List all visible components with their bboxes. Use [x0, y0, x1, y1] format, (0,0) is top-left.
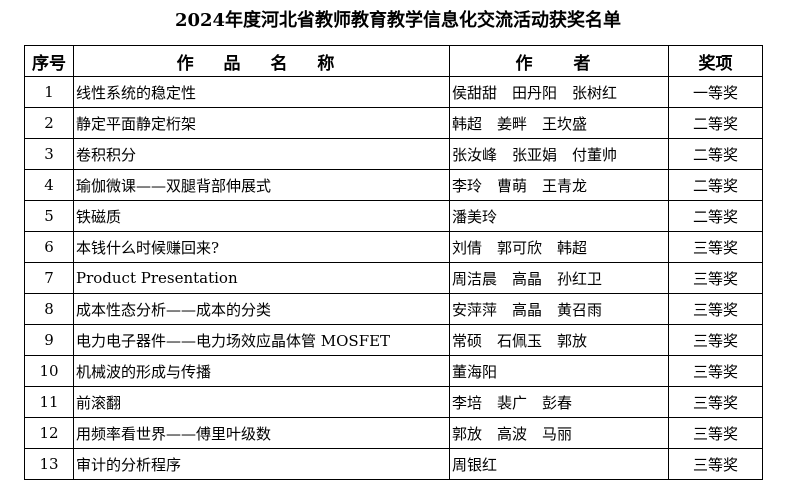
- work-title: 电力电子器件——电力场效应晶体管 MOSFET: [73, 324, 450, 356]
- award: 一等奖: [668, 76, 763, 108]
- table-row: 5 铁磁质 潘美玲 二等奖: [24, 200, 763, 232]
- header-index: 序号: [24, 45, 74, 77]
- table-row: 6 本钱什么时候赚回来? 刘倩 郭可欣 韩超 三等奖: [24, 231, 763, 263]
- authors: 安萍萍 高晶 黄召雨: [449, 293, 669, 325]
- authors: 常硕 石佩玉 郭放: [449, 324, 669, 356]
- authors: 潘美玲: [449, 200, 669, 232]
- table-row: 8 成本性态分析——成本的分类 安萍萍 高晶 黄召雨 三等奖: [24, 293, 763, 325]
- award: 二等奖: [668, 138, 763, 170]
- row-index: 7: [24, 262, 74, 294]
- authors: 周银红: [449, 448, 669, 480]
- award: 三等奖: [668, 231, 763, 263]
- authors: 刘倩 郭可欣 韩超: [449, 231, 669, 263]
- table-header-row: 序号 作 品 名 称 作 者 奖项: [24, 45, 763, 77]
- authors: 李培 裴广 彭春: [449, 386, 669, 418]
- row-index: 4: [24, 169, 74, 201]
- work-title: 用频率看世界——傅里叶级数: [73, 417, 450, 449]
- row-index: 2: [24, 107, 74, 139]
- table-row: 13 审计的分析程序 周银红 三等奖: [24, 448, 763, 480]
- award: 三等奖: [668, 293, 763, 325]
- work-title: 线性系统的稳定性: [73, 76, 450, 108]
- work-title: 审计的分析程序: [73, 448, 450, 480]
- row-index: 6: [24, 231, 74, 263]
- work-title: Product Presentation: [73, 262, 450, 294]
- row-index: 3: [24, 138, 74, 170]
- table-row: 2 静定平面静定桁架 韩超 姜畔 王坎盛 二等奖: [24, 107, 763, 139]
- work-title: 卷积积分: [73, 138, 450, 170]
- row-index: 13: [24, 448, 74, 480]
- work-title: 前滚翻: [73, 386, 450, 418]
- award: 三等奖: [668, 386, 763, 418]
- row-index: 12: [24, 417, 74, 449]
- authors: 李玲 曹萌 王青龙: [449, 169, 669, 201]
- header-work-title: 作 品 名 称: [73, 45, 450, 77]
- award: 三等奖: [668, 262, 763, 294]
- authors: 郭放 高波 马丽: [449, 417, 669, 449]
- work-title: 铁磁质: [73, 200, 450, 232]
- table-row: 3 卷积积分 张汝峰 张亚娟 付董帅 二等奖: [24, 138, 763, 170]
- authors: 周洁晨 高晶 孙红卫: [449, 262, 669, 294]
- award: 三等奖: [668, 355, 763, 387]
- awards-table: 序号 作 品 名 称 作 者 奖项 1 线性系统的稳定性 侯甜甜 田丹阳 张树红 一等…: [24, 45, 763, 480]
- award: 三等奖: [668, 448, 763, 480]
- row-index: 1: [24, 76, 74, 108]
- award: 三等奖: [668, 324, 763, 356]
- table-row: 4 瑜伽微课——双腿背部伸展式 李玲 曹萌 王青龙 二等奖: [24, 169, 763, 201]
- work-title: 机械波的形成与传播: [73, 355, 450, 387]
- award: 二等奖: [668, 107, 763, 139]
- page-title: 2024年度河北省教师教育教学信息化交流活动获奖名单: [174, 10, 622, 31]
- table-row: 1 线性系统的稳定性 侯甜甜 田丹阳 张树红 一等奖: [24, 76, 763, 108]
- authors: 侯甜甜 田丹阳 张树红: [449, 76, 669, 108]
- work-title: 静定平面静定桁架: [73, 107, 450, 139]
- row-index: 8: [24, 293, 74, 325]
- table-row: 9 电力电子器件——电力场效应晶体管 MOSFET 常硕 石佩玉 郭放 三等奖: [24, 324, 763, 356]
- header-authors: 作 者: [449, 45, 669, 77]
- award: 二等奖: [668, 169, 763, 201]
- table-row: 7 Product Presentation 周洁晨 高晶 孙红卫 三等奖: [24, 262, 763, 294]
- award: 三等奖: [668, 417, 763, 449]
- header-award: 奖项: [668, 45, 763, 77]
- work-title: 瑜伽微课——双腿背部伸展式: [73, 169, 450, 201]
- work-title: 成本性态分析——成本的分类: [73, 293, 450, 325]
- award: 二等奖: [668, 200, 763, 232]
- authors: 韩超 姜畔 王坎盛: [449, 107, 669, 139]
- table-row: 10 机械波的形成与传播 董海阳 三等奖: [24, 355, 763, 387]
- authors: 董海阳: [449, 355, 669, 387]
- table-row: 12 用频率看世界——傅里叶级数 郭放 高波 马丽 三等奖: [24, 417, 763, 449]
- work-title: 本钱什么时候赚回来?: [73, 231, 450, 263]
- row-index: 11: [24, 386, 74, 418]
- row-index: 5: [24, 200, 74, 232]
- row-index: 10: [24, 355, 74, 387]
- row-index: 9: [24, 324, 74, 356]
- table-row: 11 前滚翻 李培 裴广 彭春 三等奖: [24, 386, 763, 418]
- authors: 张汝峰 张亚娟 付董帅: [449, 138, 669, 170]
